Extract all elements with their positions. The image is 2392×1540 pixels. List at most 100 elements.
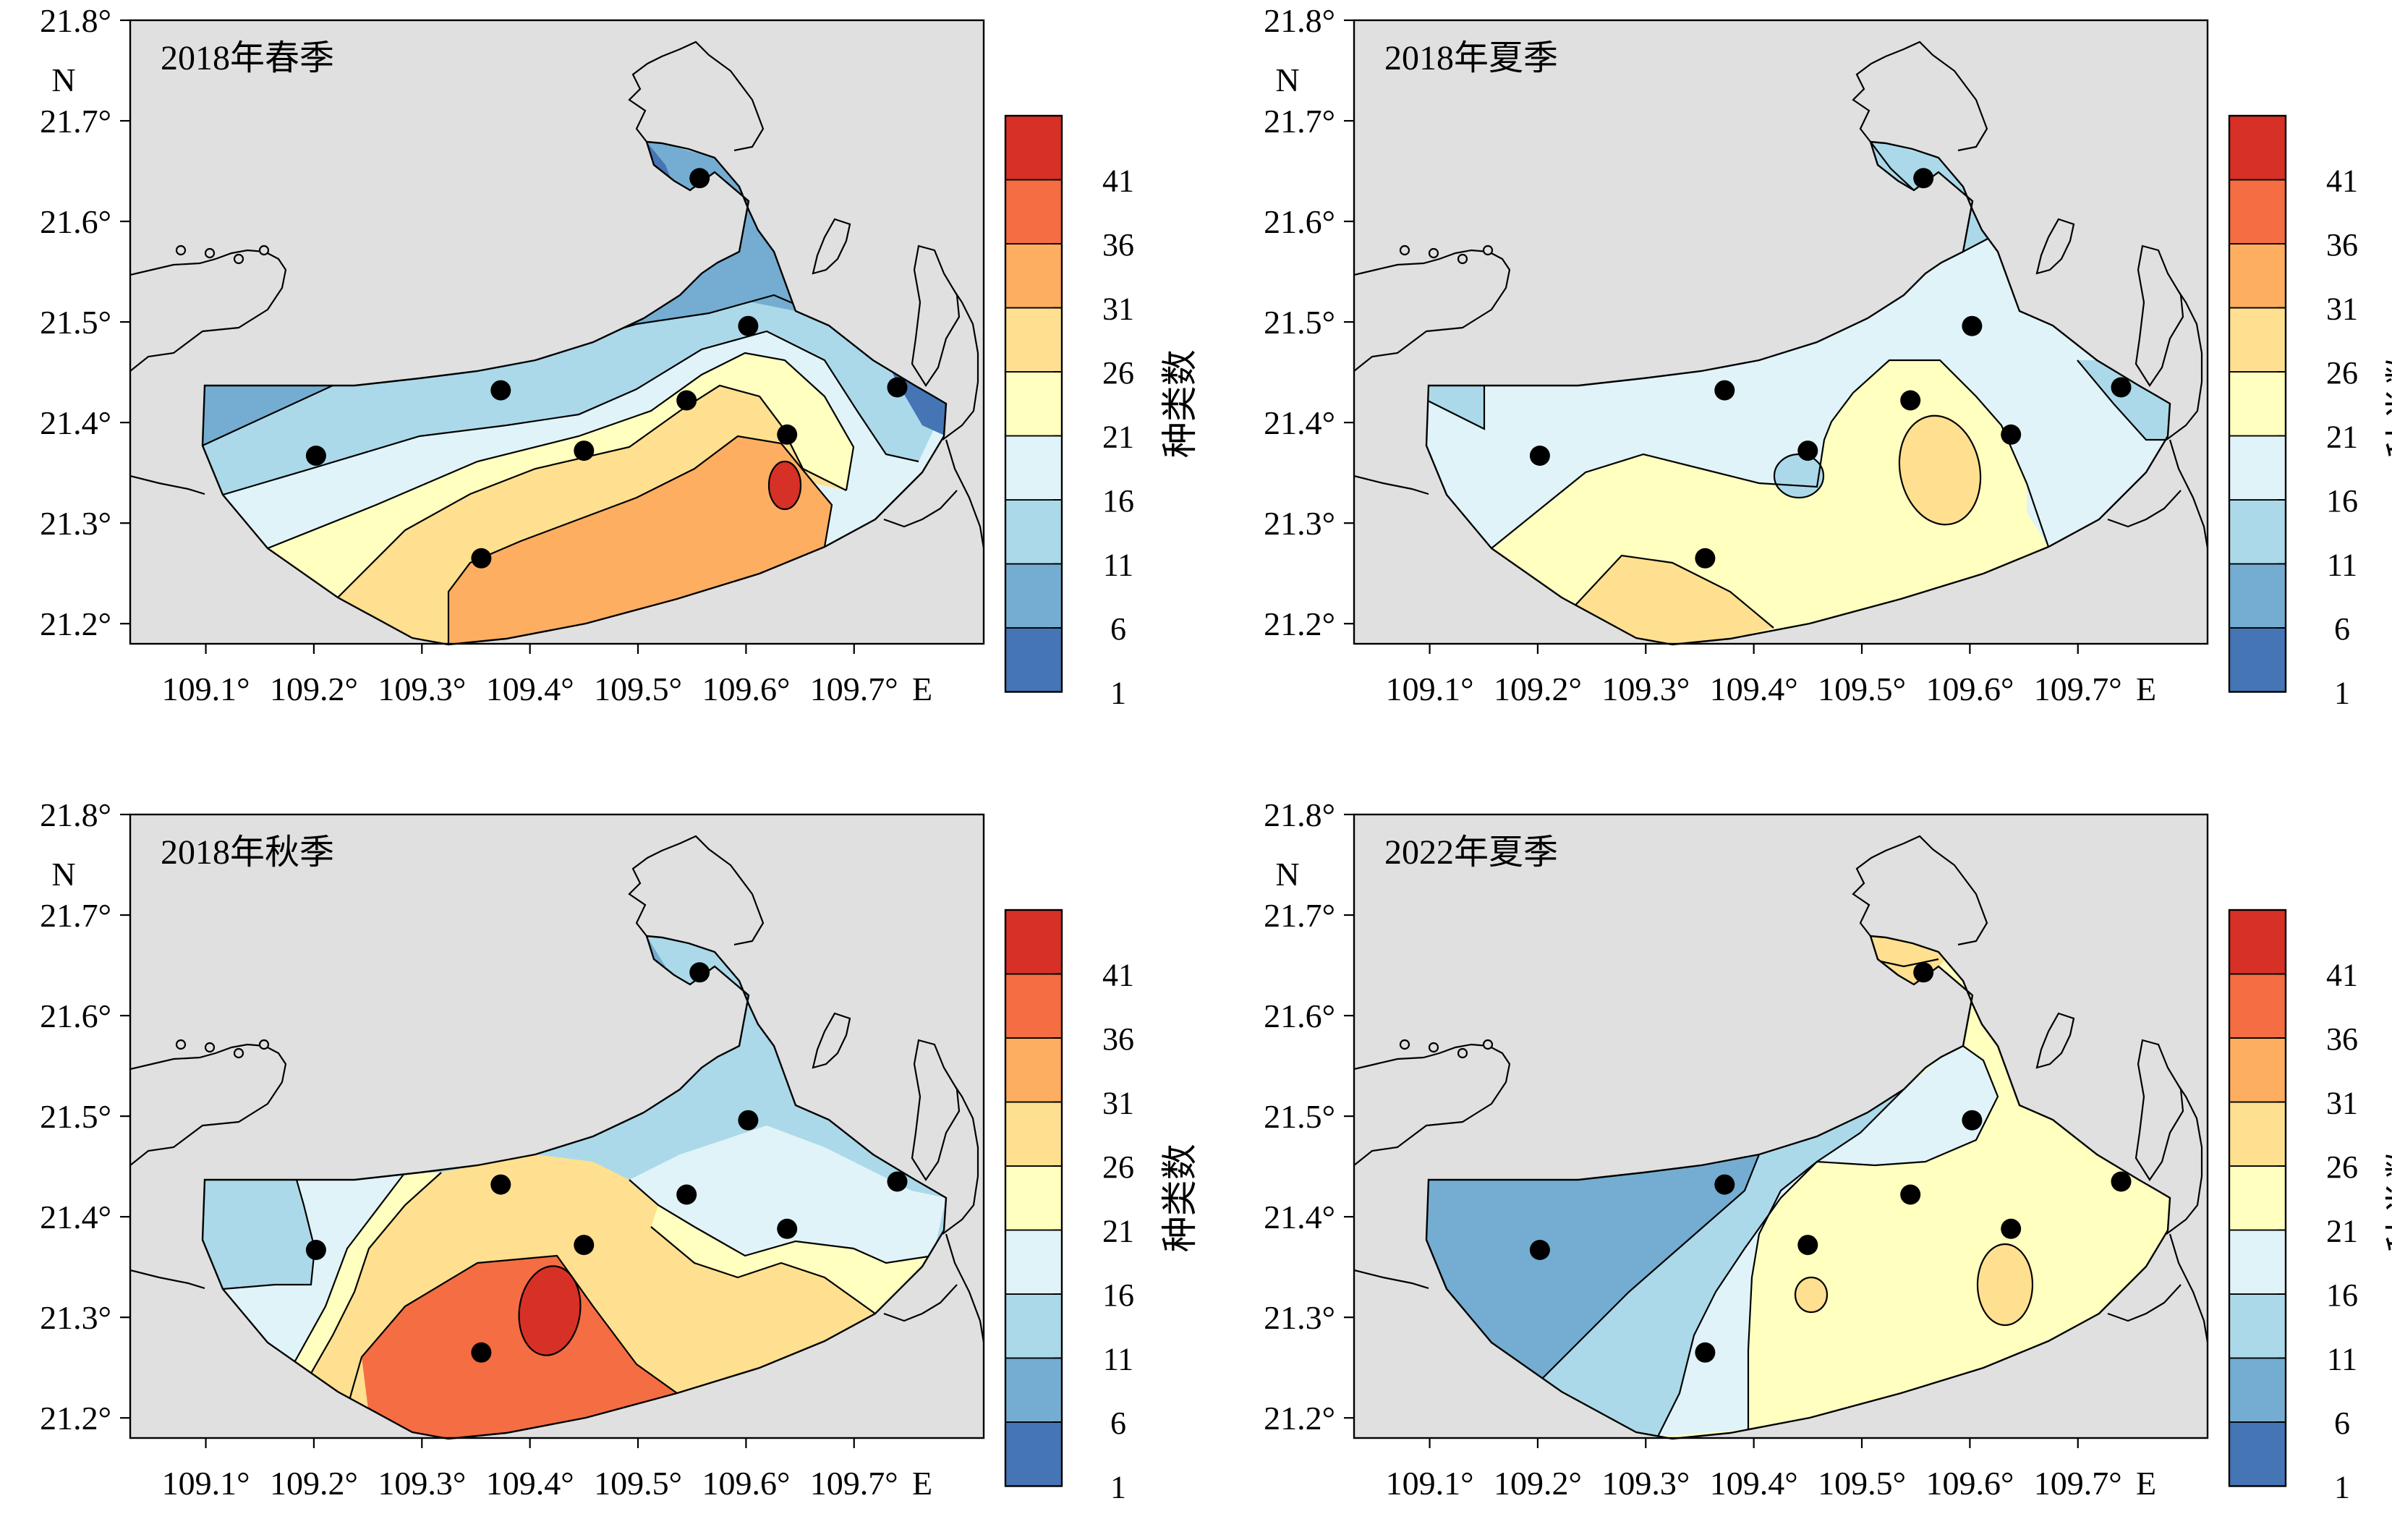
station-point-3 bbox=[490, 1174, 511, 1195]
land-edge-2 bbox=[1354, 475, 1429, 495]
colorbar-swatch-2 bbox=[2229, 1357, 2286, 1423]
colorbar-swatch-2 bbox=[1005, 563, 1063, 629]
station-point-4 bbox=[1900, 390, 1921, 411]
x-tick-label-2: 109.2° bbox=[270, 1465, 358, 1502]
contour-line-3 bbox=[1747, 1045, 1999, 1429]
coastline bbox=[201, 935, 948, 1440]
land-edge-6 bbox=[942, 280, 979, 441]
x-tick-label-6: 109.6° bbox=[1925, 1465, 2014, 1502]
station-point-7 bbox=[574, 441, 595, 461]
colorbar-swatch-1 bbox=[2229, 1421, 2286, 1487]
land-edge-3 bbox=[945, 1233, 984, 1343]
island-mid bbox=[2035, 218, 2075, 275]
y-tick-label-3: 21.4° bbox=[40, 1199, 111, 1235]
colorbar-swatch-8 bbox=[1005, 973, 1063, 1039]
colorbar-swatch-6 bbox=[2229, 307, 2286, 373]
station-point-4 bbox=[676, 1184, 697, 1205]
colorbar-tick-label-4: 16 bbox=[1102, 1277, 1134, 1313]
x-tick-label-2: 109.2° bbox=[1494, 1465, 1582, 1502]
station-point-6 bbox=[777, 424, 798, 445]
colorbar-tick-label-2: 6 bbox=[1110, 1405, 1126, 1441]
contour-band-5 bbox=[448, 436, 832, 644]
colorbar-tick-label-7: 31 bbox=[1102, 1086, 1134, 1121]
y-tick-label-1: 21.2° bbox=[1264, 605, 1335, 642]
y-tick-label-1: 21.2° bbox=[1264, 1400, 1335, 1437]
colorbar-tick-label-9: 41 bbox=[2326, 163, 2358, 199]
coastline bbox=[1425, 935, 2171, 1440]
colorbar-tick-label-7: 31 bbox=[1102, 292, 1134, 327]
colorbar-tick-label-8: 36 bbox=[2326, 227, 2358, 263]
colorbar-swatch-5 bbox=[2229, 371, 2286, 437]
contour-band-3 bbox=[1658, 1046, 1998, 1437]
x-tick-label-7: 109.7° bbox=[810, 671, 898, 707]
island-mid bbox=[2035, 1012, 2075, 1069]
station-point-9 bbox=[1695, 548, 1716, 569]
x-axis-unit: E bbox=[2136, 1465, 2156, 1502]
y-axis-unit: N bbox=[1275, 856, 1299, 893]
x-tick-label-3: 109.3° bbox=[378, 671, 466, 707]
x-tick-label-1: 109.1° bbox=[1386, 671, 1474, 707]
colorbar-tick-label-3: 11 bbox=[2327, 548, 2357, 583]
contour-band-5 bbox=[1571, 556, 1774, 644]
colorbar-tick-label-9: 41 bbox=[2326, 958, 2358, 993]
station-point-6 bbox=[2001, 1218, 2022, 1239]
x-tick-label-2: 109.2° bbox=[270, 671, 358, 707]
contour-band-4 bbox=[651, 1205, 933, 1314]
colorbar-frame bbox=[2228, 114, 2287, 693]
colorbar-tick-label-7: 31 bbox=[2326, 292, 2358, 327]
land-edge-6 bbox=[2166, 280, 2203, 441]
colorbar-frame bbox=[2228, 909, 2287, 1487]
station-point-5 bbox=[2111, 1171, 2132, 1192]
station-point-1 bbox=[1913, 962, 1934, 983]
station-group bbox=[305, 962, 908, 1363]
x-tick-label-7: 109.7° bbox=[2034, 671, 2122, 707]
x-tick-label-1: 109.1° bbox=[1386, 1465, 1474, 1502]
axis-ticks: 109.1° 109.2° 109.3° 109.4° 109.5° 109.6° 109.… bbox=[1264, 796, 2156, 1502]
islet-4 bbox=[1482, 1039, 1494, 1050]
colorbar-swatch-4 bbox=[1005, 435, 1063, 501]
colorbar-swatch-4 bbox=[1005, 1229, 1063, 1295]
land-edge-1 bbox=[1354, 1043, 1511, 1166]
x-axis-unit: E bbox=[912, 671, 932, 707]
y-tick-label-3: 21.4° bbox=[1264, 1199, 1335, 1235]
y-tick-label-5: 21.6° bbox=[40, 997, 111, 1034]
land-edge-3 bbox=[945, 439, 984, 549]
colorbar-swatch-5 bbox=[1005, 1165, 1063, 1231]
colorbar-swatch-8 bbox=[2229, 973, 2286, 1039]
land-edge-4 bbox=[883, 1284, 958, 1322]
colorbar-swatch-1 bbox=[2229, 627, 2286, 693]
x-tick-label-4: 109.4° bbox=[486, 671, 574, 707]
colorbar-swatch-1 bbox=[1005, 627, 1063, 693]
x-tick-label-4: 109.4° bbox=[1710, 1465, 1798, 1502]
contour-core-1 bbox=[518, 1265, 582, 1356]
x-tick-label-5: 109.5° bbox=[594, 1465, 682, 1502]
contour-line-4 bbox=[1491, 359, 2050, 549]
colorbar-swatch-8 bbox=[2229, 179, 2286, 244]
station-point-7 bbox=[574, 1235, 595, 1256]
islet-2 bbox=[204, 247, 216, 259]
islet-4 bbox=[258, 1039, 270, 1050]
contour-line-5 bbox=[447, 435, 833, 644]
y-tick-label-7: 21.8° bbox=[1264, 796, 1335, 833]
colorbar-tick-label-1: 1 bbox=[1110, 676, 1126, 711]
axis-ticks: 109.1° 109.2° 109.3° 109.4° 109.5° 109.6° 109.… bbox=[40, 796, 932, 1502]
islet-1 bbox=[175, 1039, 187, 1050]
station-point-4 bbox=[1900, 1184, 1921, 1205]
contour-band-1 bbox=[203, 142, 933, 446]
x-tick-label-6: 109.6° bbox=[702, 671, 790, 707]
island-east bbox=[2135, 244, 2184, 388]
land-edge-1 bbox=[1354, 249, 1511, 372]
y-tick-label-4: 21.5° bbox=[1264, 304, 1335, 341]
station-point-3 bbox=[1714, 380, 1735, 401]
contour-line-2 bbox=[1657, 1089, 1904, 1437]
islet-4 bbox=[258, 244, 270, 256]
x-tick-label-3: 109.3° bbox=[1601, 671, 1690, 707]
contour-band-2 bbox=[223, 1173, 405, 1371]
x-tick-label-6: 109.6° bbox=[702, 1465, 790, 1502]
x-tick-label-5: 109.5° bbox=[1818, 1465, 1906, 1502]
island-east bbox=[911, 1039, 961, 1182]
station-point-4 bbox=[676, 390, 697, 411]
contour-line-1 bbox=[222, 1179, 316, 1290]
